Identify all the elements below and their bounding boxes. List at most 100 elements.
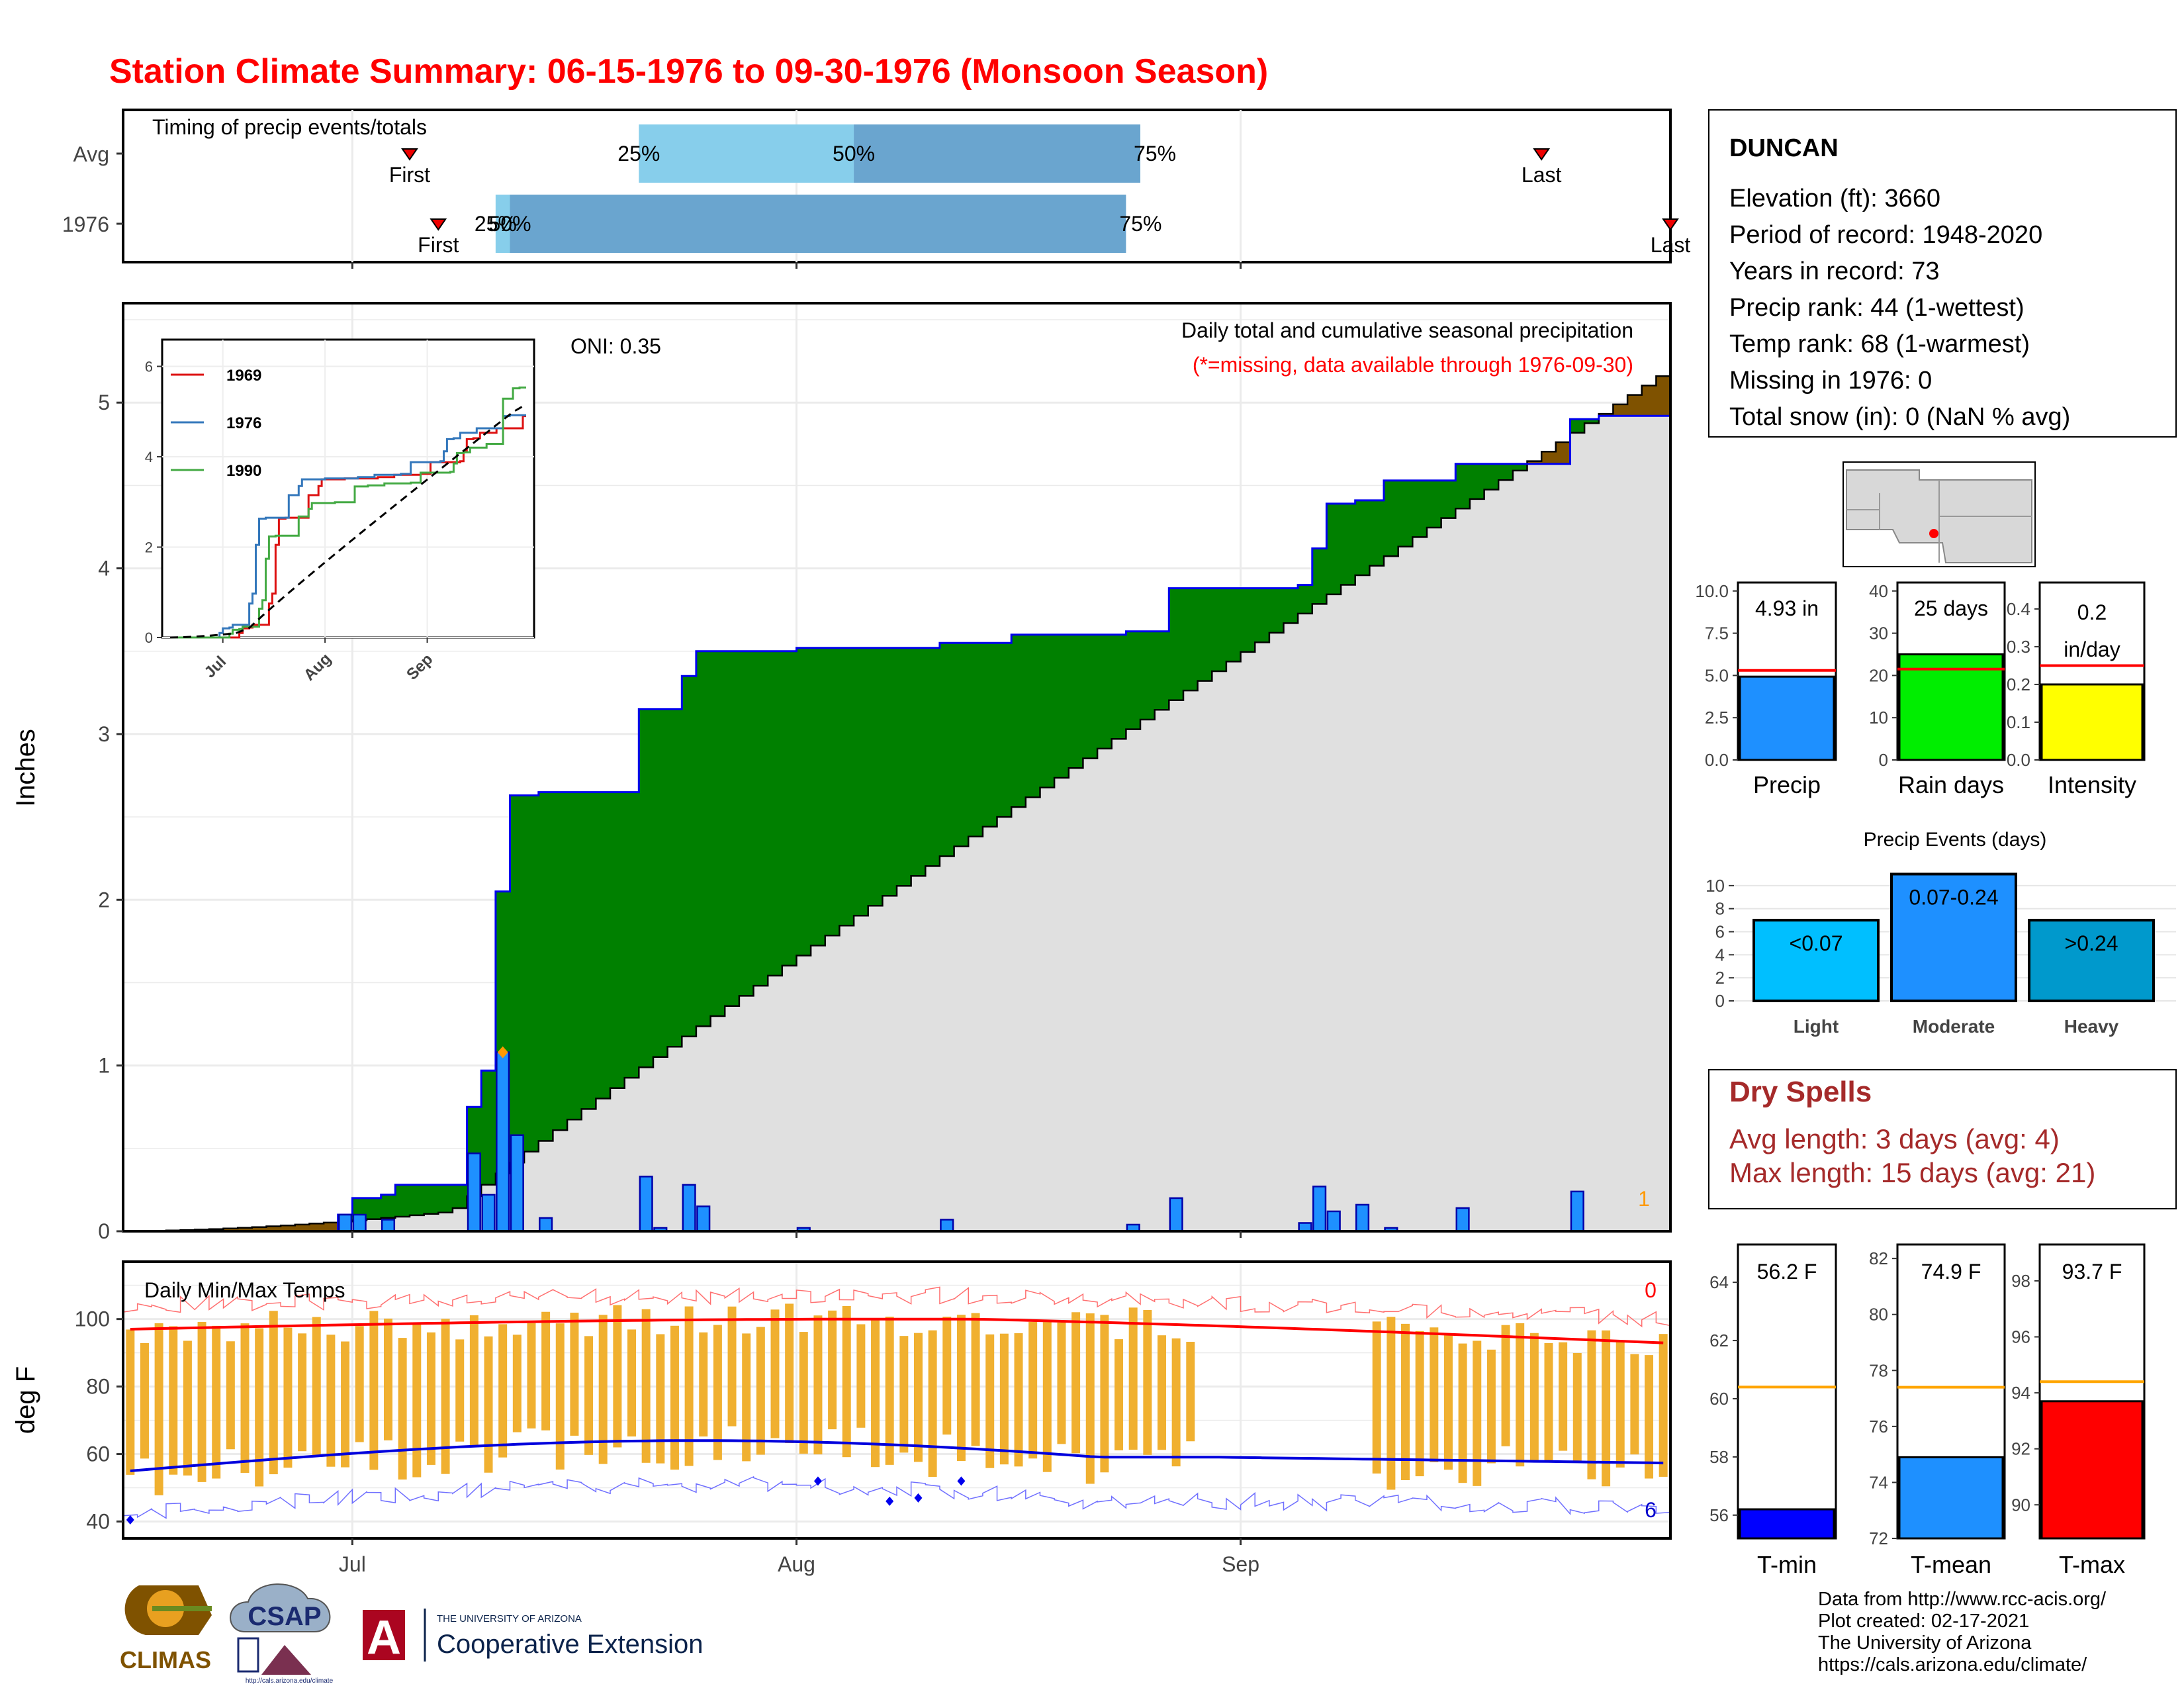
daily-temp-range-bar xyxy=(1501,1325,1510,1446)
summary-value-bar xyxy=(1898,653,2004,761)
inset-y-tick-label: 0 xyxy=(145,630,153,646)
daily-precip-bar xyxy=(338,1213,353,1233)
daily-temp-range-bar xyxy=(1559,1342,1568,1451)
csap-logo-text: CSAP xyxy=(248,1602,321,1631)
events-bar xyxy=(1890,872,2017,1002)
precip-subtitle: Daily total and cumulative seasonal prec… xyxy=(1181,318,1633,342)
inset-legend-label: 1990 xyxy=(226,462,261,480)
daily-temp-range-bar xyxy=(785,1303,794,1443)
events-y-tick-label: 2 xyxy=(1715,968,1725,988)
climas-logo-text: CLIMAS xyxy=(120,1646,211,1673)
daily-temp-range-bar xyxy=(398,1338,407,1480)
daily-temp-range-bar xyxy=(742,1333,751,1462)
dry-spells-max: Max length: 15 days (avg: 21) xyxy=(1729,1157,2095,1188)
daily-temp-range-bar xyxy=(1071,1312,1081,1454)
record-low-marker xyxy=(126,1515,134,1524)
daily-temp-range-bar xyxy=(1401,1323,1410,1480)
summary-y-tick-label: 30 xyxy=(1869,624,1888,643)
daily-temp-range-bar xyxy=(255,1328,264,1487)
temp-y-tick-label: 60 xyxy=(1709,1389,1729,1409)
credit-line: https://cals.arizona.edu/climate/ xyxy=(1818,1654,2087,1675)
daily-precip-bar xyxy=(496,1051,510,1233)
daily-temp-range-bar xyxy=(756,1327,765,1455)
timing-title: Timing of precip events/totals xyxy=(152,115,427,139)
daily-temp-range-bar xyxy=(942,1317,952,1435)
daily-precip-bar xyxy=(352,1213,367,1233)
ua-cooperative-extension-logo: A THE UNIVERSITY OF ARIZONA Cooperative … xyxy=(363,1609,703,1664)
missing-note: (*=missing, data available through 1976-… xyxy=(1193,353,1633,377)
daily-temp-range-bar xyxy=(799,1332,808,1454)
daily-temp-range-bar xyxy=(1115,1339,1124,1450)
temp-y-tick-label: 92 xyxy=(2011,1439,2030,1459)
temp-y-tick-label: 76 xyxy=(1869,1417,1888,1436)
ua-name-text: THE UNIVERSITY OF ARIZONA xyxy=(437,1613,582,1624)
daily-temp-range-bar xyxy=(140,1342,149,1459)
inset-legend-label: 1976 xyxy=(226,414,261,432)
inset-series-line xyxy=(170,386,526,639)
temp-category-label: T-max xyxy=(2059,1551,2125,1578)
daily-temp-range-bar xyxy=(355,1326,364,1442)
daily-temp-range-bar xyxy=(613,1305,622,1448)
csap-logo: CSAP http://cals.arizona.edu/climate xyxy=(230,1583,334,1685)
daily-temp-range-bar xyxy=(541,1311,551,1430)
temp-y-tick-label: 58 xyxy=(1709,1447,1729,1467)
csap-url: http://cals.arizona.edu/climate xyxy=(246,1677,334,1685)
temp-value-label: 74.9 F xyxy=(1921,1260,1981,1284)
tmin-missing-count: 6 xyxy=(1645,1498,1657,1522)
daily-temp-range-bar xyxy=(856,1324,866,1428)
y-tick-label: 3 xyxy=(98,722,110,746)
daily-temp-range-bar xyxy=(455,1339,465,1442)
daily-temp-range-bar xyxy=(1572,1352,1582,1462)
daily-temp-range-bar xyxy=(226,1341,235,1450)
station-info-line: Elevation (ft): 3660 xyxy=(1729,185,1940,212)
temp-y-tick-label: 82 xyxy=(1869,1248,1888,1268)
events-y-tick-label: 10 xyxy=(1706,876,1725,896)
daily-temp-range-bar xyxy=(1544,1343,1553,1461)
precip-panel: 0 1 2 3 4 5 Inches ONI: 0.35 Daily total and … xyxy=(11,302,1672,1243)
inset-y-tick-label: 4 xyxy=(145,449,153,465)
daily-temp-range-bar xyxy=(899,1336,909,1453)
credit-line: Plot created: 02-17-2021 xyxy=(1818,1611,2029,1632)
credits: Data from http://www.rcc-acis.org/ Plot … xyxy=(1818,1589,2107,1675)
daily-temp-range-bar xyxy=(555,1323,565,1470)
summary-y-tick-label: 40 xyxy=(1869,581,1888,601)
daily-temp-range-bar xyxy=(1587,1330,1596,1479)
daily-temp-range-bar xyxy=(154,1323,163,1495)
daily-temp-range-bar xyxy=(1387,1317,1396,1490)
daily-temp-range-bar xyxy=(1028,1321,1038,1459)
record-low-line xyxy=(122,1476,1671,1519)
temp-value-label: 93.7 F xyxy=(2062,1260,2122,1284)
temp-y-tick-label: 62 xyxy=(1709,1331,1729,1350)
first-event-label: First xyxy=(418,233,459,257)
tmax-missing-count: 0 xyxy=(1645,1278,1657,1302)
dry-spells-box: Dry Spells Avg length: 3 days (avg: 4) M… xyxy=(1708,1069,2177,1209)
inset-average-line xyxy=(169,403,527,639)
daily-temp-range-bar xyxy=(1085,1313,1095,1484)
missing-count: 1 xyxy=(1638,1187,1650,1211)
summary-y-tick-label: 0.2 xyxy=(2007,675,2030,694)
daily-temp-range-bar xyxy=(1659,1334,1668,1477)
credit-line: The University of Arizona xyxy=(1818,1632,2032,1654)
summary-value-bar xyxy=(1739,675,1835,761)
quartile-label: 50% xyxy=(833,142,875,165)
summary-category-label: Rain days xyxy=(1898,771,2004,798)
credit-line: Data from http://www.rcc-acis.org/ xyxy=(1818,1589,2107,1610)
daily-precip-bar xyxy=(467,1152,481,1233)
quartile-label: 75% xyxy=(1134,142,1176,165)
daily-precip-bar xyxy=(1570,1190,1584,1233)
daily-temp-range-bar xyxy=(169,1326,178,1475)
daily-temp-range-bar xyxy=(1443,1335,1453,1470)
y-tick-label: 2 xyxy=(98,888,110,912)
last-event-label: Last xyxy=(1651,233,1691,257)
temp-value-bar xyxy=(1898,1456,2004,1540)
quartile-label: 50% xyxy=(488,212,531,236)
station-info-box: DUNCAN Elevation (ft): 3660 Period of rec… xyxy=(1708,109,2177,438)
daily-temp-range-bar xyxy=(498,1324,508,1458)
average-tmax-line xyxy=(130,1317,1664,1344)
station-location-dot xyxy=(1929,529,1938,538)
average-cumulative-line xyxy=(123,375,1670,1233)
temp-y-tick-label: 94 xyxy=(2011,1383,2030,1403)
temp-y-tick-label: 98 xyxy=(2011,1271,2030,1291)
daily-temp-range-bar xyxy=(1415,1331,1424,1477)
timing-row-label-avg: Avg xyxy=(73,142,109,166)
